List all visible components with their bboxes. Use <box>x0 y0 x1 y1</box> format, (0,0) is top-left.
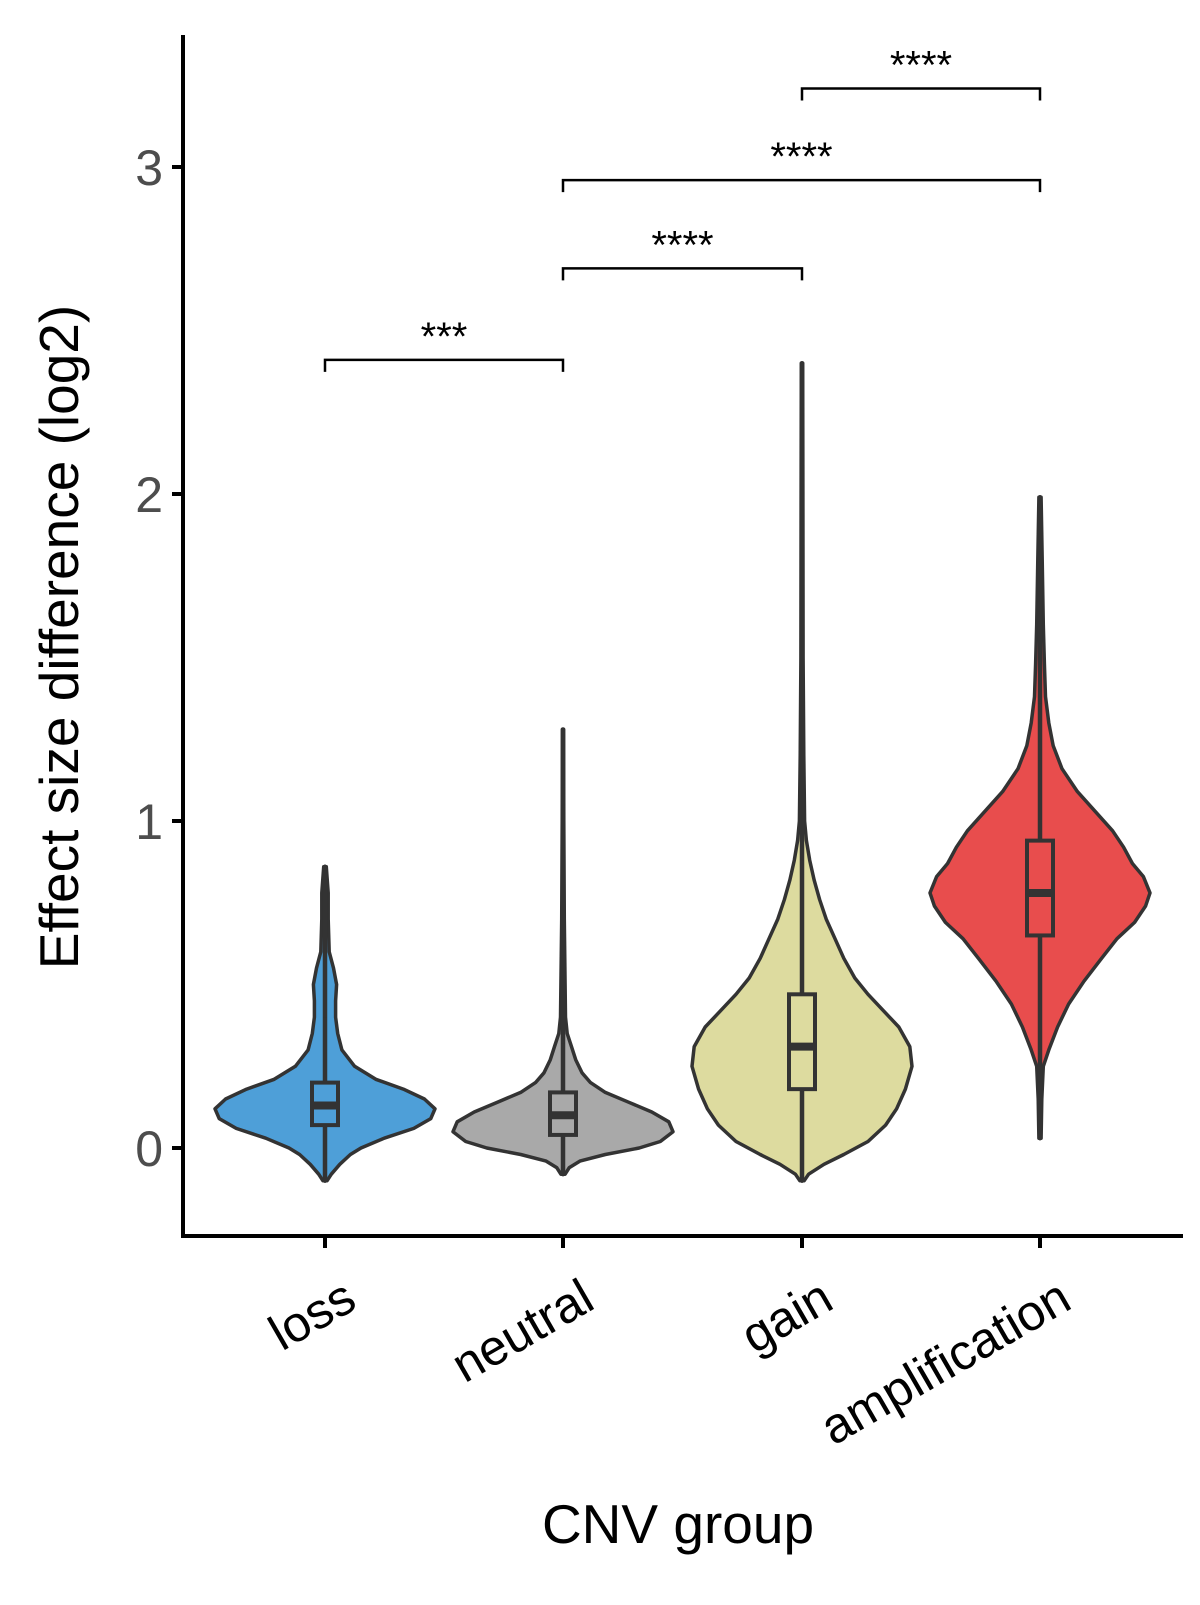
significance-label: **** <box>651 223 713 267</box>
significance-label: *** <box>421 315 468 359</box>
x-tick-label-gain: gain <box>732 1268 842 1364</box>
y-tick-label: 3 <box>135 140 163 196</box>
box-gain <box>787 992 817 1092</box>
y-axis-title: Effect size difference (log2) <box>28 305 90 969</box>
significance-bracket <box>800 87 1042 101</box>
violin-group-neutral <box>451 727 675 1177</box>
x-axis-title: CNV group <box>542 1493 814 1555</box>
significance-bracket <box>561 178 1042 193</box>
box-amplification <box>1025 838 1055 938</box>
significance-annotations: *************** <box>323 44 1042 372</box>
significance-label: **** <box>770 135 832 179</box>
y-tick-label: 2 <box>135 467 163 523</box>
y-tick-label: 0 <box>135 1121 163 1177</box>
violin-group-amplification <box>928 495 1152 1141</box>
violin-group-loss <box>213 864 437 1183</box>
x-tick-label-amplification: amplification <box>811 1268 1080 1455</box>
significance-label: **** <box>890 44 952 88</box>
x-tick-label-neutral: neutral <box>442 1268 602 1393</box>
y-tick-label: 1 <box>135 794 163 850</box>
x-tick-label-loss: loss <box>259 1268 364 1361</box>
significance-bracket <box>561 267 804 281</box>
significance-bracket <box>323 358 565 372</box>
plot-area <box>213 360 1152 1183</box>
violin-group-gain <box>690 360 914 1183</box>
